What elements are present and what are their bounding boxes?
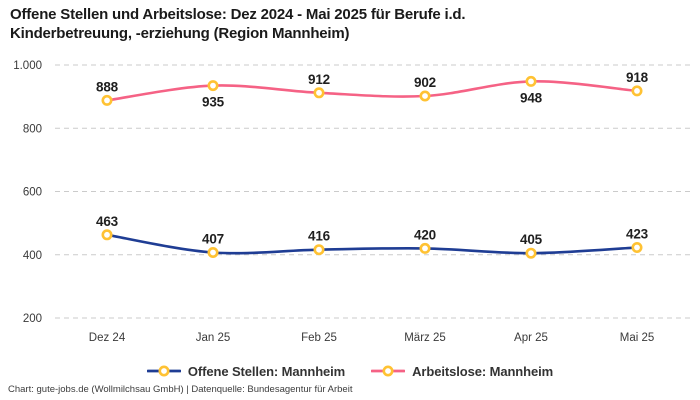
chart-title-line-1: Offene Stellen und Arbeitslose: Dez 2024… [10,6,466,23]
data-point-label: 463 [96,214,119,229]
chart-title-line-2: Kinderbetreuung, -erziehung (Region Mann… [10,25,350,42]
chart-source-note: Chart: gute-jobs.de (Wollmilchsau GmbH) … [8,384,353,395]
x-tick-label: Jan 25 [196,332,231,344]
data-point-label: 918 [626,70,649,85]
data-point-label: 948 [520,90,543,105]
legend-label: Arbeitslose: Mannheim [412,363,554,379]
data-point-marker [525,75,537,87]
data-point-label: 405 [520,232,543,247]
y-tick-label: 200 [23,313,42,325]
data-point-marker [313,87,325,99]
data-point-label: 935 [202,95,225,110]
x-tick-label: Feb 25 [301,332,337,344]
chart-title: Offene Stellen und Arbeitslose: Dez 2024… [10,5,570,43]
legend-label: Offene Stellen: Mannheim [187,363,346,379]
series-line-offene-stellen-mannheim [105,233,639,255]
data-point-marker [101,94,113,106]
data-point-label: 420 [414,227,436,242]
y-tick-label: 400 [23,250,42,262]
data-point-label: 407 [202,232,224,247]
data-point-marker [631,85,643,97]
data-point-label: 423 [626,227,649,242]
x-tick-label: Mai 25 [620,332,655,344]
legend-item-offene-stellen-mannheim: Offene Stellen: Mannheim [146,363,346,379]
data-point-label: 888 [96,79,119,94]
y-tick-label: 600 [23,187,42,199]
chart-legend: Offene Stellen: Mannheim Arbeitslose: Ma… [0,361,700,381]
data-point-marker [207,80,219,92]
data-point-label: 912 [308,72,330,87]
y-tick-label: 1.000 [13,60,42,72]
data-point-marker [419,242,431,254]
legend-item-arbeitslose-mannheim: Arbeitslose: Mannheim [371,364,553,379]
x-tick-label: Apr 25 [514,332,548,344]
data-point-marker [101,229,113,241]
data-point-marker [525,247,537,259]
legend-line-marker-icon [371,365,406,377]
data-point-marker [313,244,325,256]
data-point-label: 902 [414,75,436,90]
x-tick-label: Dez 24 [89,332,126,344]
x-tick-label: März 25 [404,332,446,344]
data-point-marker [631,242,643,254]
y-tick-label: 800 [23,123,42,135]
data-point-marker [207,247,219,259]
data-point-marker [419,90,431,102]
data-point-label: 416 [308,229,331,244]
series-line-arbeitslose-mannheim [105,80,639,102]
legend-line-marker-icon [146,365,181,377]
